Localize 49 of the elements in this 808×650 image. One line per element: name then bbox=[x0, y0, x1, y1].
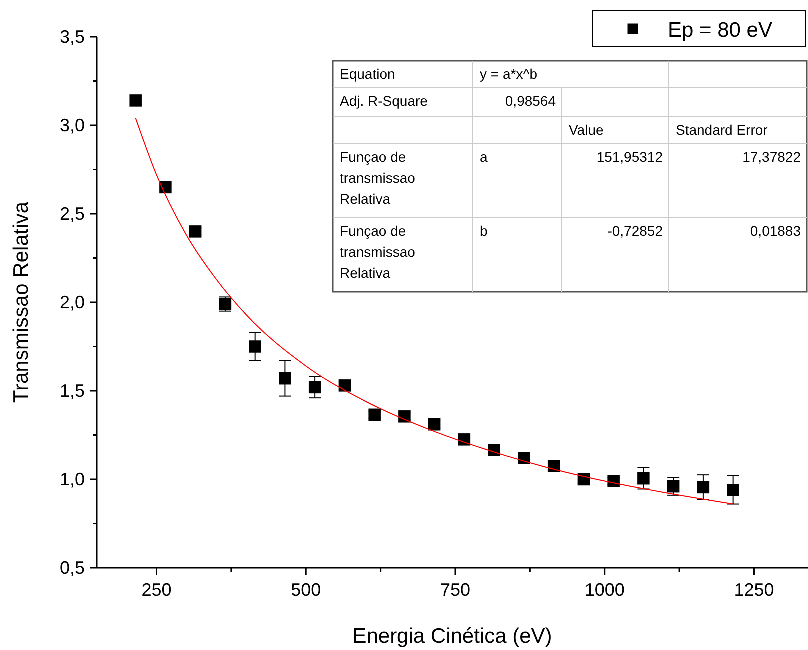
point bbox=[398, 410, 411, 423]
point bbox=[279, 372, 292, 385]
y-tick-label: 2,5 bbox=[60, 204, 85, 224]
x-tick-label: 250 bbox=[142, 580, 172, 600]
point bbox=[308, 381, 322, 394]
line-series bbox=[135, 118, 734, 505]
point bbox=[428, 418, 441, 431]
y-tick-label: 0,5 bbox=[60, 558, 85, 578]
annotation: Funçao de transmissao Relativa bbox=[340, 149, 416, 207]
annotation: -0,72852 bbox=[608, 223, 664, 239]
annotation: Adj. R-Square bbox=[340, 93, 428, 109]
point bbox=[727, 484, 740, 496]
x-tick-label: 1000 bbox=[584, 580, 625, 600]
point bbox=[249, 340, 262, 353]
annotation: 0,01883 bbox=[750, 223, 802, 239]
point bbox=[189, 226, 202, 238]
annotation: Standard Error bbox=[676, 122, 768, 138]
annotation: a bbox=[480, 149, 488, 165]
x-tick-label: 1250 bbox=[734, 580, 774, 600]
x-axis-title: Energia Cinética (eV) bbox=[352, 625, 552, 648]
point bbox=[697, 481, 710, 494]
y-tick-label: 3,0 bbox=[60, 116, 85, 136]
point bbox=[608, 475, 620, 488]
y-tick-label: 1,0 bbox=[60, 470, 85, 490]
annotation: 151,95312 bbox=[596, 149, 664, 165]
point bbox=[368, 408, 381, 422]
annotation: b bbox=[480, 223, 488, 239]
annotation: y = a*x^b bbox=[480, 66, 538, 82]
annotation: 17,37822 bbox=[742, 149, 802, 165]
legend-label: Ep = 80 eV bbox=[668, 19, 772, 42]
y-tick-label: 2,0 bbox=[60, 292, 85, 312]
point bbox=[667, 480, 680, 493]
annotation: Value bbox=[569, 122, 604, 138]
annotation: Funçao de transmissao Relativa bbox=[340, 223, 416, 281]
point bbox=[578, 473, 590, 486]
point bbox=[338, 380, 352, 392]
point bbox=[130, 94, 142, 107]
x-tick-label: 500 bbox=[291, 580, 322, 600]
annotation: 0,98564 bbox=[505, 93, 556, 109]
point bbox=[548, 460, 560, 472]
y-tick-label: 1,5 bbox=[60, 381, 85, 401]
x-tick-label: 750 bbox=[440, 580, 471, 600]
point bbox=[458, 434, 471, 446]
point bbox=[488, 444, 500, 456]
y-axis-title: Transmissao Relativa bbox=[10, 202, 33, 404]
annotation: Equation bbox=[340, 66, 396, 82]
y-tick-label: 3,5 bbox=[60, 27, 85, 47]
point bbox=[160, 181, 172, 194]
point bbox=[638, 472, 650, 485]
